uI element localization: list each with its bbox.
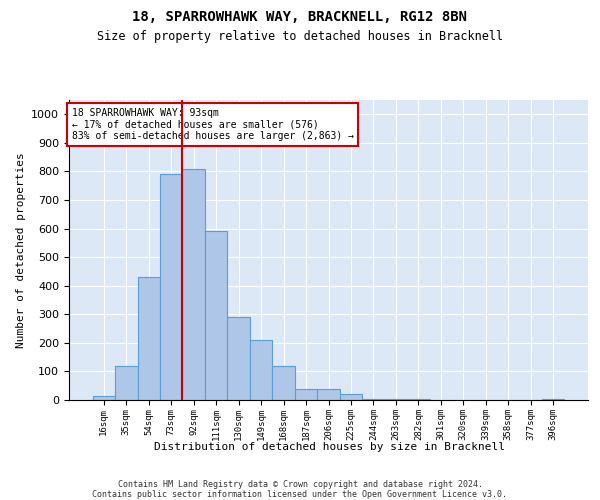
Bar: [317, 388, 340, 400]
Bar: [137, 277, 160, 400]
Bar: [385, 399, 407, 400]
Bar: [205, 232, 227, 400]
Bar: [407, 399, 430, 400]
Bar: [250, 340, 272, 400]
Bar: [160, 174, 182, 400]
Bar: [542, 398, 565, 400]
Bar: [92, 396, 115, 400]
Text: Contains HM Land Registry data © Crown copyright and database right 2024.
Contai: Contains HM Land Registry data © Crown c…: [92, 480, 508, 500]
Text: Distribution of detached houses by size in Bracknell: Distribution of detached houses by size …: [155, 442, 505, 452]
Bar: [115, 366, 137, 400]
Bar: [272, 366, 295, 400]
Text: 18 SPARROWHAWK WAY: 93sqm
← 17% of detached houses are smaller (576)
83% of semi: 18 SPARROWHAWK WAY: 93sqm ← 17% of detac…: [71, 108, 353, 140]
Bar: [295, 388, 317, 400]
Bar: [340, 394, 362, 400]
Text: Size of property relative to detached houses in Bracknell: Size of property relative to detached ho…: [97, 30, 503, 43]
Bar: [362, 398, 385, 400]
Bar: [182, 168, 205, 400]
Text: 18, SPARROWHAWK WAY, BRACKNELL, RG12 8BN: 18, SPARROWHAWK WAY, BRACKNELL, RG12 8BN: [133, 10, 467, 24]
Y-axis label: Number of detached properties: Number of detached properties: [16, 152, 26, 348]
Bar: [227, 317, 250, 400]
